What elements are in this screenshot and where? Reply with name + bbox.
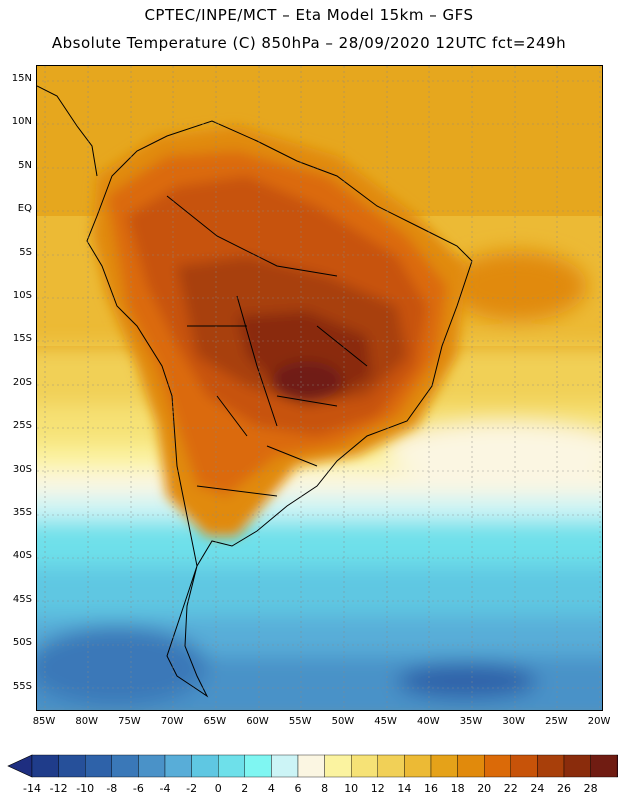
colorbar-swatch <box>351 754 379 778</box>
lat-label: 35S <box>12 507 32 518</box>
lon-label: 40W <box>416 716 440 727</box>
colorbar-swatch <box>324 754 352 778</box>
colorbar-tick-label: -10 <box>76 782 95 795</box>
colorbar-swatch <box>404 754 432 778</box>
colorbar-swatch <box>111 754 139 778</box>
colorbar-tick-label: 20 <box>477 782 492 795</box>
lat-label: 20S <box>12 376 32 388</box>
colorbar-swatch <box>58 754 86 778</box>
colorbar-tick-label: 6 <box>294 782 302 795</box>
cold-core-east <box>397 663 537 699</box>
lon-label: 45W <box>374 716 397 727</box>
colorbar-tick-label: 0 <box>214 782 222 795</box>
lon-label: 25W <box>545 716 568 727</box>
lat-label: 5S <box>19 246 32 258</box>
band-m2-0 <box>37 566 602 616</box>
country-borders <box>166 195 368 497</box>
lat-label: 55S <box>12 680 32 692</box>
colorbar-tick-label: 14 <box>397 782 412 795</box>
lat-label: 5N <box>18 159 32 171</box>
lon-label: 55W <box>288 716 312 727</box>
lat-label: 15N <box>11 73 32 84</box>
colorbar-swatch <box>191 754 219 778</box>
colorbar-swatch <box>84 754 112 778</box>
lat-label: 10S <box>12 290 32 301</box>
lon-label: 65W <box>203 716 227 727</box>
lon-label: 20W <box>587 716 611 727</box>
colorbar-tick-label: -14 <box>23 782 41 795</box>
central-america-coastline <box>37 85 98 177</box>
colorbar-swatch <box>430 754 458 778</box>
lon-label: 30W <box>502 716 525 727</box>
lon-label: 60W <box>246 716 269 727</box>
continent-hot-core <box>272 361 342 401</box>
colorbar-tick-label: -2 <box>186 782 198 795</box>
colorbar-tick-label: -6 <box>132 782 144 795</box>
map-title-model: CPTEC/INPE/MCT – Eta Model 15km – GFS <box>144 6 474 24</box>
colorbar-tick-label: 28 <box>583 782 598 795</box>
lat-label: 50S <box>12 637 32 649</box>
map-title-field: Absolute Temperature (C) 850hPa – 28/09/… <box>51 34 567 52</box>
colorbar-swatch <box>31 754 59 778</box>
colorbar-swatch <box>271 754 299 778</box>
colorbar-tick-label: -4 <box>159 782 171 795</box>
colorbar-tick-label: -8 <box>106 782 118 795</box>
colorbar-swatch <box>164 754 192 778</box>
colorbar-tick-label: 8 <box>321 782 329 795</box>
temperature-colorbar <box>7 754 618 778</box>
colorbar-swatch <box>537 754 565 778</box>
colorbar-swatch <box>217 754 245 778</box>
colorbar-tick-label: 18 <box>450 782 465 795</box>
lon-label: 80W <box>75 716 98 727</box>
colorbar-tick-label: 24 <box>530 782 545 795</box>
map-panel <box>36 65 603 711</box>
lon-label: 85W <box>32 716 56 727</box>
lon-label: 50W <box>331 716 355 727</box>
colorbar-swatch <box>377 754 405 778</box>
lon-label: 35W <box>459 716 483 727</box>
lon-label: 75W <box>118 716 141 727</box>
lat-label: 40S <box>12 550 32 562</box>
colorbar-under-arrow <box>7 754 33 778</box>
atlantic-warm-region <box>447 251 587 321</box>
colorbar-swatch <box>510 754 538 778</box>
colorbar-tick-label: 12 <box>370 782 385 795</box>
colorbar-tick-label: 4 <box>267 782 275 795</box>
colorbar-swatch <box>563 754 591 778</box>
colorbar-swatch <box>138 754 166 778</box>
colorbar-tick-label: 26 <box>557 782 571 795</box>
lat-label: 30S <box>12 463 32 475</box>
colorbar-tick-label: 10 <box>344 782 359 795</box>
colorbar-tick-label: -12 <box>49 782 68 795</box>
colorbar-swatch <box>457 754 485 778</box>
colorbar-tick-label: 16 <box>424 782 438 795</box>
colorbar-tick-label: 2 <box>241 782 249 795</box>
band-0-2 <box>37 521 602 571</box>
lon-label: 70W <box>160 716 184 727</box>
cold-core-south <box>37 626 207 706</box>
colorbar-swatch <box>484 754 512 778</box>
colorbar-swatch <box>297 754 325 778</box>
lat-label: 45S <box>12 593 32 605</box>
colorbar-swatch <box>590 754 618 778</box>
lat-label: 15S <box>12 333 32 345</box>
atlantic-warm-tongue <box>387 423 602 479</box>
temperature-map <box>37 66 602 710</box>
lat-label: 10N <box>11 116 32 128</box>
lat-label: 25S <box>12 420 32 432</box>
south-america-coastline <box>86 120 473 698</box>
colorbar-swatch <box>244 754 272 778</box>
colorbar-tick-label: 22 <box>503 782 518 795</box>
lat-label: EQ <box>17 203 32 215</box>
